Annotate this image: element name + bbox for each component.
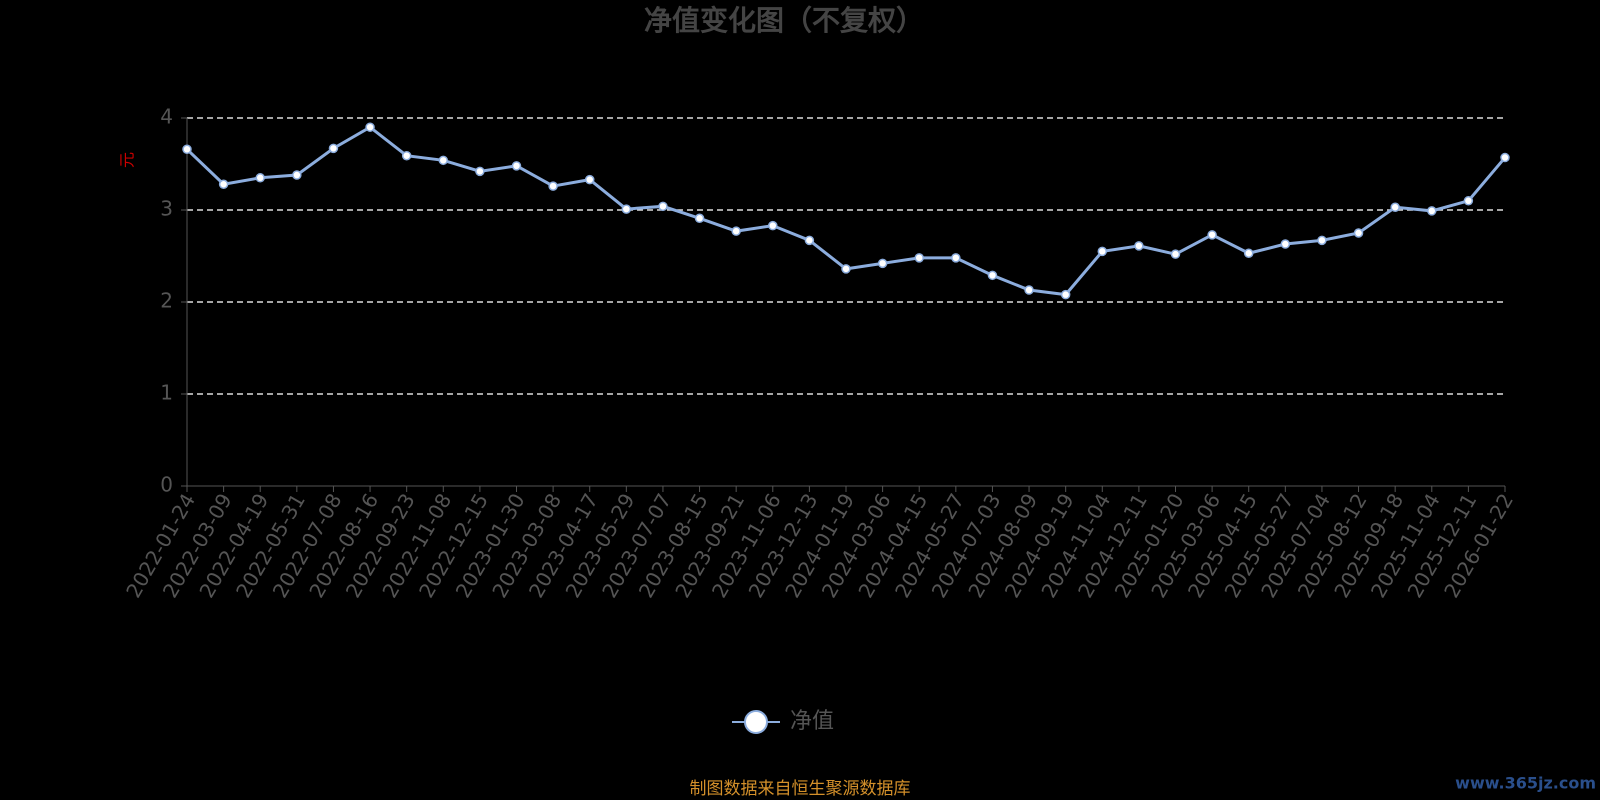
point <box>365 122 375 132</box>
point <box>1060 289 1071 300</box>
point <box>804 235 815 246</box>
legend-label: 净值 <box>790 709 834 734</box>
point <box>1427 206 1437 216</box>
point <box>292 170 302 180</box>
point <box>475 166 485 177</box>
y-tick-label: 0 <box>160 473 173 497</box>
point <box>914 253 924 263</box>
y-tick-label: 2 <box>160 289 173 313</box>
point <box>584 174 595 185</box>
point <box>1280 239 1291 249</box>
point <box>877 258 888 269</box>
y-axis-label: 元 <box>118 152 137 168</box>
point <box>1134 241 1144 251</box>
point <box>731 226 741 236</box>
y-tick-label: 3 <box>160 197 173 221</box>
point <box>951 253 961 263</box>
point <box>1024 285 1034 295</box>
point <box>768 220 778 231</box>
point <box>1097 246 1108 257</box>
y-tick-label: 4 <box>160 105 173 129</box>
point <box>694 213 705 224</box>
point <box>1353 228 1364 238</box>
point <box>1500 152 1510 163</box>
point <box>255 173 265 183</box>
point <box>1243 248 1254 258</box>
point <box>328 143 339 154</box>
point <box>621 204 632 214</box>
point <box>182 144 192 155</box>
point <box>401 150 412 161</box>
y-tick-label: 1 <box>160 381 173 405</box>
source-note: 制图数据来自恒生聚源数据库 <box>690 779 911 799</box>
legend-marker <box>744 710 768 734</box>
point <box>438 155 449 166</box>
point <box>1207 230 1217 240</box>
point <box>1317 235 1327 246</box>
point <box>548 181 558 191</box>
point <box>1170 249 1181 259</box>
point <box>987 270 998 281</box>
chart-title: 净值变化图（不复权） <box>644 4 924 37</box>
watermark: www.365jz.com <box>1455 774 1596 793</box>
point <box>1390 202 1400 212</box>
point <box>218 179 229 189</box>
point <box>1463 196 1474 206</box>
point <box>841 264 851 274</box>
point <box>511 161 522 171</box>
point <box>658 201 668 212</box>
